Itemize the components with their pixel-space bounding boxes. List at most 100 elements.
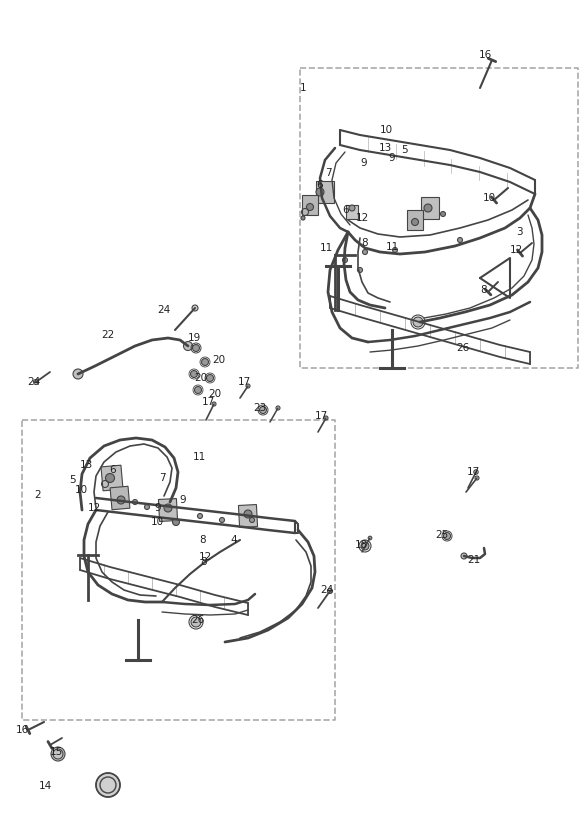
Text: 7: 7 [325, 168, 331, 178]
Circle shape [444, 532, 451, 540]
Text: 4: 4 [231, 535, 237, 545]
Text: 12: 12 [510, 245, 522, 255]
Bar [101, 466, 123, 491]
Circle shape [132, 499, 138, 504]
Bar [238, 504, 258, 527]
Text: 12: 12 [356, 213, 368, 223]
Circle shape [244, 510, 252, 518]
Text: 21: 21 [468, 555, 480, 565]
Text: 13: 13 [79, 460, 93, 470]
Text: 2: 2 [34, 490, 41, 500]
Text: 22: 22 [101, 330, 115, 340]
Text: 10: 10 [75, 485, 87, 495]
Circle shape [316, 188, 324, 196]
Circle shape [342, 258, 347, 263]
Text: 14: 14 [38, 781, 52, 791]
Text: 12: 12 [198, 552, 212, 562]
Text: 9: 9 [361, 158, 367, 168]
Circle shape [73, 369, 83, 379]
Text: 24: 24 [321, 585, 333, 595]
Text: 16: 16 [15, 725, 29, 735]
Circle shape [33, 380, 38, 385]
Text: 6: 6 [110, 465, 117, 475]
Circle shape [361, 542, 369, 550]
Text: 17: 17 [466, 467, 480, 477]
Circle shape [246, 384, 250, 388]
Text: 24: 24 [157, 305, 171, 315]
Text: 11: 11 [319, 243, 333, 253]
Text: 12: 12 [87, 503, 101, 513]
Text: 6: 6 [343, 205, 349, 215]
Circle shape [328, 588, 332, 593]
Text: 8: 8 [200, 535, 206, 545]
Text: 25: 25 [436, 530, 449, 540]
Circle shape [184, 341, 192, 350]
Bar [159, 499, 178, 522]
Text: 8: 8 [481, 285, 487, 295]
Circle shape [198, 513, 202, 518]
Circle shape [250, 517, 255, 522]
Text: 24: 24 [27, 377, 41, 387]
Bar [421, 197, 439, 219]
Text: 10: 10 [150, 517, 164, 527]
Circle shape [324, 416, 328, 420]
Text: 26: 26 [456, 343, 470, 353]
Text: 8: 8 [201, 557, 208, 567]
Circle shape [173, 518, 180, 526]
Circle shape [259, 406, 266, 414]
Circle shape [357, 268, 363, 273]
Text: 6: 6 [317, 180, 324, 190]
Circle shape [96, 773, 120, 797]
Text: 20: 20 [195, 373, 208, 383]
Bar [110, 486, 130, 510]
Circle shape [412, 218, 419, 226]
Text: 18: 18 [354, 540, 368, 550]
Circle shape [164, 504, 172, 512]
Text: 9: 9 [389, 153, 395, 163]
Circle shape [220, 517, 224, 522]
Bar [302, 195, 318, 215]
Circle shape [475, 476, 479, 480]
Circle shape [212, 402, 216, 406]
Circle shape [191, 617, 201, 627]
Bar [316, 181, 334, 203]
Text: 3: 3 [516, 227, 522, 237]
Circle shape [368, 536, 372, 540]
Text: 17: 17 [201, 397, 215, 407]
Text: 7: 7 [159, 473, 166, 483]
Circle shape [413, 317, 423, 327]
Circle shape [307, 204, 314, 210]
Circle shape [392, 247, 398, 252]
Circle shape [458, 237, 462, 242]
Text: 8: 8 [361, 238, 368, 248]
Text: 16: 16 [479, 50, 491, 60]
Circle shape [349, 205, 355, 211]
Circle shape [195, 386, 202, 394]
Text: 10: 10 [483, 193, 496, 203]
Text: 5: 5 [69, 475, 75, 485]
Circle shape [51, 747, 65, 761]
Text: 15: 15 [50, 747, 62, 757]
Text: 10: 10 [380, 125, 392, 135]
Text: 19: 19 [187, 333, 201, 343]
Circle shape [276, 406, 280, 410]
Text: 5: 5 [402, 145, 408, 155]
Text: 17: 17 [314, 411, 328, 421]
Bar [300, 68, 578, 368]
Circle shape [461, 553, 467, 559]
Text: 9: 9 [180, 495, 187, 505]
Circle shape [191, 371, 198, 377]
Text: 20: 20 [212, 355, 226, 365]
Text: 11: 11 [192, 452, 206, 462]
Circle shape [202, 358, 209, 366]
Text: 17: 17 [237, 377, 251, 387]
Circle shape [206, 374, 213, 382]
Circle shape [474, 470, 478, 474]
Bar [407, 210, 423, 230]
Text: 9: 9 [154, 503, 161, 513]
Circle shape [106, 474, 114, 483]
Text: 11: 11 [385, 242, 399, 252]
Circle shape [117, 496, 125, 504]
Circle shape [301, 216, 305, 220]
Text: 20: 20 [209, 389, 222, 399]
